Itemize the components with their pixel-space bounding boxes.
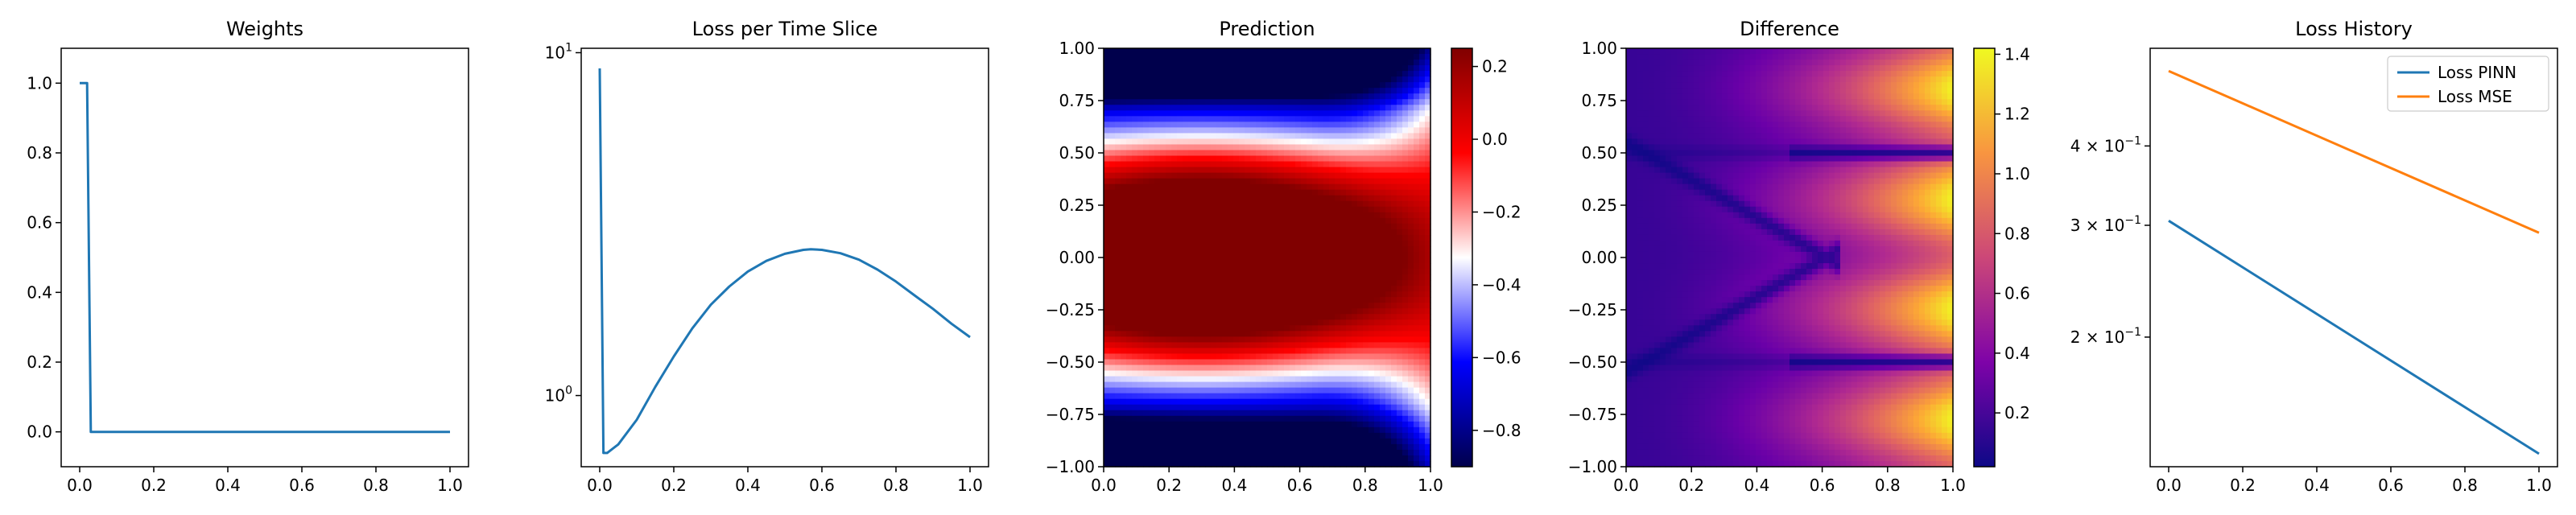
axes-frame bbox=[1625, 47, 1954, 468]
series-line-0 bbox=[598, 68, 971, 455]
difference-heatmap bbox=[1626, 48, 1954, 468]
y-tick-label: −0.50 bbox=[1568, 352, 1617, 372]
x-tick-label: 0.6 bbox=[2378, 476, 2404, 495]
y-tick-label: 0.25 bbox=[1581, 196, 1617, 215]
x-tick-label: 1.0 bbox=[2526, 476, 2552, 495]
y-tick-label: 3 × 10−1 bbox=[2070, 214, 2141, 235]
colorbar-tick-label: −0.4 bbox=[1482, 275, 1521, 295]
prediction-heatmap bbox=[1104, 48, 1431, 468]
chart-loss-history: Loss History 0.0 0.2 0.4 0.6 0.8 1.0 4 × 10−1 3… bbox=[2070, 18, 2558, 495]
colorbar-tick-label: 1.0 bbox=[2004, 164, 2030, 183]
y-tick-label: −1.00 bbox=[1046, 457, 1095, 476]
x-tick-label: 0.8 bbox=[883, 476, 909, 495]
y-tick-label: −0.25 bbox=[1568, 300, 1617, 319]
x-tick-label: 0.0 bbox=[67, 476, 93, 495]
colorbar-tick-label: −0.6 bbox=[1482, 348, 1521, 367]
x-tick-label: 0.2 bbox=[1678, 476, 1704, 495]
x-tick-label: 0.8 bbox=[1352, 476, 1378, 495]
x-tick-label: 0.4 bbox=[2304, 476, 2330, 495]
x-tick-label: 0.4 bbox=[1744, 476, 1769, 495]
x-tick-label: 1.0 bbox=[1940, 476, 1966, 495]
x-tick-label: 0.8 bbox=[2452, 476, 2478, 495]
y-tick-label: −1.00 bbox=[1568, 457, 1617, 476]
chart-loss-per-time-slice: Loss per Time Slice 0.0 0.2 0.4 0.6 0.8 1.0 10… bbox=[545, 18, 989, 495]
y-tick-label: 1.00 bbox=[1581, 39, 1617, 58]
x-tick-label: 0.4 bbox=[735, 476, 761, 495]
colorbar bbox=[1973, 47, 1996, 468]
chart-title: Prediction bbox=[1219, 18, 1315, 40]
axes-frame bbox=[60, 47, 469, 468]
x-tick-label: 0.4 bbox=[215, 476, 241, 495]
legend-label-pinn: Loss PINN bbox=[2438, 63, 2516, 82]
x-tick-label: 0.6 bbox=[1287, 476, 1313, 495]
y-tick-label: 0.4 bbox=[27, 282, 52, 302]
x-tick-label: 0.2 bbox=[2230, 476, 2256, 495]
x-tick-label: 0.4 bbox=[1221, 476, 1247, 495]
x-tick-label: 1.0 bbox=[1418, 476, 1443, 495]
y-tick-label: 2 × 10−1 bbox=[2070, 326, 2141, 347]
x-tick-label: 0.0 bbox=[1613, 476, 1639, 495]
colorbar-tick-label: 0.2 bbox=[1482, 57, 1508, 76]
x-tick-label: 0.0 bbox=[587, 476, 613, 495]
x-tick-label: 0.6 bbox=[289, 476, 315, 495]
colorbar-tick-label: 1.4 bbox=[2004, 44, 2030, 64]
y-tick-label: 0.2 bbox=[27, 352, 52, 372]
x-tick-label: 0.6 bbox=[1810, 476, 1835, 495]
chart-difference: Difference 0.0 0.2 0.4 0.6 0.8 1.0 −1.00 −0.75 −… bbox=[1568, 18, 2030, 495]
chart-prediction: Prediction 0.0 0.2 0.4 0.6 0.8 1.0 −1.00 −0.75 −… bbox=[1046, 18, 1521, 495]
y-tick-label: 0.6 bbox=[27, 213, 52, 233]
y-tick-label: 1.00 bbox=[1059, 39, 1095, 58]
chart-weights: Weights 0.0 0.2 0.4 0.6 0.8 1.0 0.0 0.2 0.4 0.6 0.… bbox=[27, 18, 469, 495]
colorbar-tick-label: 0.0 bbox=[1482, 130, 1508, 149]
chart-title: Difference bbox=[1740, 18, 1839, 40]
x-tick-label: 1.0 bbox=[957, 476, 983, 495]
chart-title: Loss per Time Slice bbox=[692, 18, 878, 40]
axes-frame bbox=[2149, 47, 2558, 468]
colorbar-tick-label: −0.8 bbox=[1482, 421, 1521, 440]
colorbar-tick-label: 0.2 bbox=[2004, 403, 2030, 422]
y-tick-label: 0.75 bbox=[1581, 91, 1617, 110]
x-tick-label: 0.8 bbox=[363, 476, 389, 495]
x-tick-label: 0.8 bbox=[1875, 476, 1901, 495]
y-tick-label: 0.50 bbox=[1059, 143, 1095, 163]
y-tick-label: 0.00 bbox=[1581, 248, 1617, 267]
colorbar-tick-label: 0.6 bbox=[2004, 284, 2030, 303]
chart-title: Loss History bbox=[2295, 18, 2413, 40]
y-tick-label: 0.25 bbox=[1059, 196, 1095, 215]
x-tick-label: 0.2 bbox=[141, 476, 167, 495]
x-tick-label: 0.0 bbox=[1091, 476, 1117, 495]
legend: Loss PINN Loss MSE bbox=[2387, 56, 2549, 112]
series-line-0 bbox=[80, 81, 450, 434]
colorbar-tick-label: 0.8 bbox=[2004, 224, 2030, 243]
axes-frame bbox=[580, 47, 989, 468]
series-line-loss-pinn bbox=[2168, 220, 2540, 455]
y-tick-label: 0.00 bbox=[1059, 248, 1095, 267]
y-tick-label: −0.75 bbox=[1046, 405, 1095, 424]
x-tick-label: 0.2 bbox=[1156, 476, 1182, 495]
y-tick-label: −0.25 bbox=[1046, 300, 1095, 319]
y-tick-label: 0.50 bbox=[1581, 143, 1617, 163]
y-tick-label: 4 × 10−1 bbox=[2070, 134, 2141, 155]
y-tick-label: 100 bbox=[545, 385, 572, 406]
x-tick-label: 0.2 bbox=[661, 476, 687, 495]
y-tick-label: 0.0 bbox=[27, 422, 52, 442]
y-tick-label: −0.50 bbox=[1046, 352, 1095, 372]
y-tick-label: 1.0 bbox=[27, 73, 52, 93]
y-tick-label: 101 bbox=[545, 41, 572, 62]
colorbar-tick-label: −0.2 bbox=[1482, 202, 1521, 221]
axes-frame bbox=[1103, 47, 1431, 468]
colorbar-tick-label: 1.2 bbox=[2004, 105, 2030, 124]
x-tick-label: 1.0 bbox=[437, 476, 463, 495]
x-tick-label: 0.6 bbox=[809, 476, 835, 495]
series-line-loss-mse bbox=[2168, 69, 2540, 234]
colorbar-tick-label: 0.4 bbox=[2004, 344, 2030, 363]
colorbar bbox=[1451, 47, 1473, 468]
y-tick-label: 0.75 bbox=[1059, 91, 1095, 110]
y-tick-label: 0.8 bbox=[27, 143, 52, 163]
chart-title: Weights bbox=[226, 18, 303, 40]
y-tick-label: −0.75 bbox=[1568, 405, 1617, 424]
legend-label-mse: Loss MSE bbox=[2438, 87, 2512, 106]
x-tick-label: 0.0 bbox=[2156, 476, 2182, 495]
